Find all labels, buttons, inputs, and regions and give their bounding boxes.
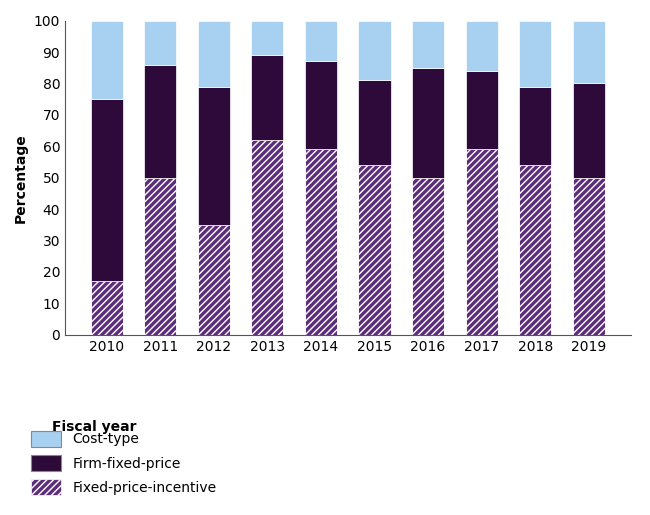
Bar — [519, 165, 551, 335]
Bar — [144, 178, 176, 335]
Bar — [573, 178, 604, 335]
Bar — [305, 21, 337, 61]
Bar — [144, 64, 176, 178]
Bar — [252, 55, 283, 140]
Bar — [465, 71, 498, 149]
Y-axis label: Percentage: Percentage — [14, 133, 28, 222]
Bar — [91, 281, 123, 335]
Bar — [144, 178, 176, 335]
Bar — [358, 21, 391, 80]
Bar — [305, 149, 337, 335]
Bar — [91, 281, 123, 335]
Text: Fiscal year: Fiscal year — [52, 420, 136, 434]
Bar — [252, 140, 283, 335]
Bar — [573, 83, 604, 178]
Bar — [198, 225, 230, 335]
Bar — [519, 21, 551, 87]
Bar — [198, 87, 230, 225]
Bar — [465, 21, 498, 71]
Bar — [412, 21, 444, 68]
Bar — [573, 178, 604, 335]
Bar — [91, 99, 123, 281]
Bar — [412, 178, 444, 335]
Bar — [358, 80, 391, 165]
Bar — [412, 68, 444, 178]
Bar — [198, 21, 230, 87]
Bar — [144, 21, 176, 64]
Bar — [519, 165, 551, 335]
Bar — [465, 149, 498, 335]
Bar — [198, 225, 230, 335]
Bar — [252, 140, 283, 335]
Bar — [465, 149, 498, 335]
Bar — [252, 21, 283, 55]
Bar — [412, 178, 444, 335]
Bar — [358, 165, 391, 335]
Bar — [91, 21, 123, 99]
Bar — [519, 87, 551, 165]
Bar — [573, 21, 604, 83]
Bar — [305, 149, 337, 335]
Bar — [305, 61, 337, 149]
Bar — [358, 165, 391, 335]
Legend: Cost-type, Firm-fixed-price, Fixed-price-incentive: Cost-type, Firm-fixed-price, Fixed-price… — [27, 426, 221, 500]
